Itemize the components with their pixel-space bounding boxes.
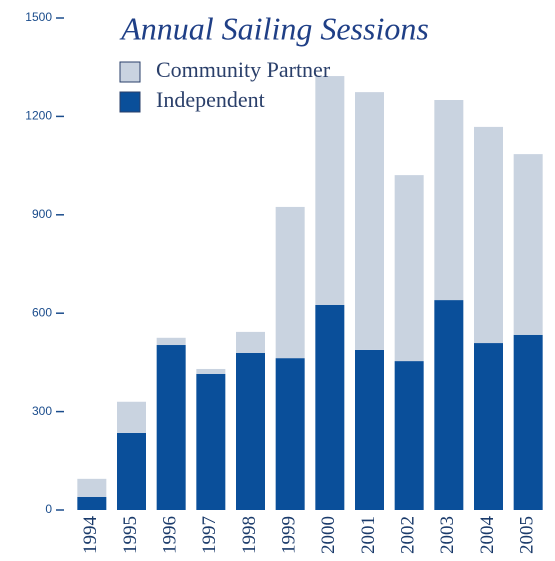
bar-segment	[315, 76, 345, 305]
bar-segment	[434, 100, 464, 301]
x-tick-label: 1994	[80, 516, 101, 555]
bar-segment	[77, 496, 107, 510]
bar-segment	[196, 373, 226, 510]
y-tick-label: 600	[32, 305, 52, 319]
bar-segment	[355, 349, 384, 510]
bar-segment	[434, 300, 464, 510]
x-tick-label: 1996	[160, 516, 181, 554]
chart-title: Annual Sailing Sessions	[119, 10, 429, 46]
bar-segment	[315, 305, 345, 510]
x-tick-label: 2000	[318, 516, 339, 554]
x-tick-label: 2005	[517, 516, 538, 554]
bar-segment	[77, 478, 107, 497]
bar-segment	[117, 401, 146, 433]
y-tick-label: 1500	[25, 10, 52, 24]
bar-segment	[275, 358, 305, 510]
bar-segment	[513, 334, 543, 510]
bar-segment	[117, 432, 146, 510]
y-tick-label: 300	[32, 404, 52, 418]
x-tick-label: 1998	[239, 516, 260, 554]
bar-segment	[513, 154, 543, 335]
legend-swatch	[119, 91, 141, 113]
bar-segment	[275, 206, 305, 359]
y-tick-label: 0	[45, 502, 52, 516]
bar-segment	[156, 345, 186, 510]
x-tick-label: 1995	[120, 516, 141, 554]
bar-segment	[474, 126, 503, 344]
legend-label: Independent	[156, 87, 265, 112]
x-tick-label: 2002	[398, 516, 419, 554]
bar-segment	[394, 175, 424, 362]
legend-swatch	[119, 61, 141, 83]
bar-segment	[156, 337, 186, 346]
x-tick-label: 2004	[477, 516, 498, 555]
x-tick-label: 1999	[279, 516, 300, 554]
x-tick-label: 2003	[437, 516, 458, 554]
x-tick-label: 2001	[358, 516, 379, 554]
bar-segment	[394, 361, 424, 510]
y-tick-label: 900	[32, 207, 52, 221]
legend-label: Community Partner	[156, 57, 331, 82]
bar-segment	[236, 331, 265, 353]
bar-segment	[474, 343, 503, 510]
bar-segment	[355, 92, 384, 350]
x-tick-label: 1997	[199, 516, 220, 554]
bar-segment	[236, 352, 265, 510]
bar-segment	[196, 368, 226, 374]
y-tick-label: 1200	[25, 109, 52, 123]
